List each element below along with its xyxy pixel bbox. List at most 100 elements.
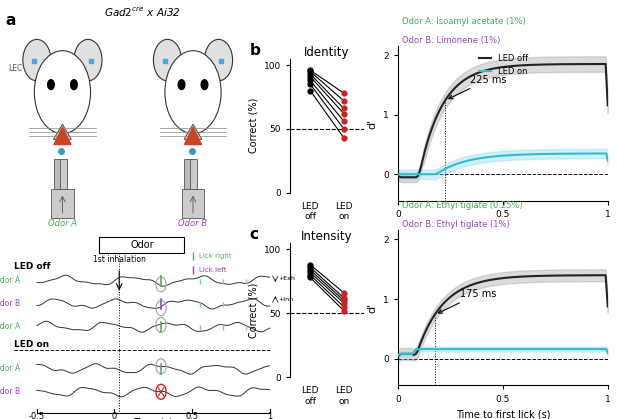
LED on: [523, 347, 531, 352]
Polygon shape: [54, 124, 72, 140]
Bar: [184, 159, 191, 189]
LED off: [394, 173, 402, 178]
LED off: [602, 273, 610, 278]
LED on: [394, 353, 402, 358]
Bar: [51, 189, 74, 218]
X-axis label: Time to first lick (s): Time to first lick (s): [455, 409, 550, 419]
Circle shape: [154, 39, 181, 81]
LED on: [603, 151, 610, 156]
Text: 0.5: 0.5: [186, 412, 199, 419]
Circle shape: [165, 51, 221, 134]
LED off: [584, 273, 592, 278]
LED on: [523, 152, 530, 157]
LED on: [519, 347, 526, 352]
LED off: [519, 274, 526, 279]
LED on: [413, 347, 420, 352]
LED off: [520, 63, 528, 68]
Text: LED on: LED on: [14, 340, 49, 349]
LED off: [602, 62, 610, 67]
Text: Odor B: Ethyl tiglate (1%): Odor B: Ethyl tiglate (1%): [402, 220, 510, 229]
Text: b: b: [249, 43, 260, 57]
LED on: [520, 347, 528, 352]
Text: Time (s): Time (s): [133, 417, 173, 419]
LED on: [604, 158, 611, 163]
Text: Odor B: Odor B: [0, 299, 20, 308]
LED on: [395, 172, 402, 177]
LED off: [519, 63, 526, 68]
Polygon shape: [184, 124, 202, 140]
Text: LED off: LED off: [14, 261, 51, 271]
LED on: [519, 152, 526, 157]
Bar: [54, 159, 61, 189]
Text: Odor A: Ethyl tiglate (0.25%): Odor A: Ethyl tiglate (0.25%): [402, 201, 523, 210]
Line: LED on: LED on: [398, 153, 608, 174]
Line: LED off: LED off: [398, 275, 608, 356]
Y-axis label: d': d': [368, 303, 378, 313]
Text: Odor A: Isoamyl acetate (1%): Odor A: Isoamyl acetate (1%): [402, 17, 526, 26]
Y-axis label: Correct (%): Correct (%): [248, 98, 258, 153]
Text: +Inh: +Inh: [278, 297, 293, 302]
Text: 0: 0: [112, 412, 117, 419]
Legend: LED off, LED on: LED off, LED on: [476, 50, 531, 79]
LED off: [571, 273, 579, 278]
Bar: [99, 237, 184, 253]
Bar: [60, 159, 67, 189]
LED on: [395, 352, 402, 357]
LED off: [572, 62, 579, 67]
Title: Identity: Identity: [304, 46, 350, 59]
Text: Odor A: Odor A: [0, 322, 20, 331]
Text: Odor B: Odor B: [0, 387, 20, 396]
Text: -0.5: -0.5: [29, 412, 45, 419]
Polygon shape: [184, 127, 202, 145]
Y-axis label: d': d': [368, 119, 378, 129]
Text: Odor B: Odor B: [178, 219, 207, 228]
Text: Odor: Odor: [130, 240, 154, 250]
Circle shape: [70, 80, 77, 90]
Text: +Exh: +Exh: [278, 276, 295, 281]
LED on: [572, 347, 579, 352]
Y-axis label: Correct (%): Correct (%): [248, 282, 258, 338]
LED on: [584, 151, 592, 156]
Circle shape: [178, 80, 185, 90]
Bar: [181, 189, 204, 218]
LED off: [604, 103, 611, 108]
Text: $Gad2^{cre}$ x Ai32: $Gad2^{cre}$ x Ai32: [104, 6, 180, 19]
LED off: [395, 173, 402, 178]
LED off: [604, 304, 611, 309]
Text: Odor A: Odor A: [0, 276, 20, 285]
LED on: [394, 172, 402, 177]
Text: LEC: LEC: [9, 64, 23, 73]
LED off: [397, 175, 405, 180]
LED on: [571, 151, 579, 156]
Text: Lick right: Lick right: [199, 253, 231, 259]
Text: Odor A: Odor A: [48, 219, 77, 228]
Line: LED off: LED off: [398, 64, 608, 177]
Polygon shape: [54, 127, 71, 145]
Circle shape: [23, 39, 51, 81]
Text: 1: 1: [267, 412, 272, 419]
Text: 1st inhalation: 1st inhalation: [93, 255, 146, 264]
LED off: [518, 274, 526, 279]
Title: Intensity: Intensity: [301, 230, 353, 243]
LED off: [394, 354, 402, 359]
Text: 175 ms: 175 ms: [438, 289, 496, 313]
Text: Odor A: Odor A: [0, 364, 20, 373]
LED off: [585, 62, 592, 67]
LED off: [523, 274, 530, 279]
Circle shape: [204, 39, 233, 81]
LED off: [523, 62, 531, 67]
Text: 225 ms: 225 ms: [449, 75, 507, 99]
Text: Lick left: Lick left: [199, 267, 226, 273]
Circle shape: [201, 80, 208, 90]
LED off: [395, 353, 402, 358]
Circle shape: [74, 39, 102, 81]
Circle shape: [48, 80, 54, 90]
LED on: [518, 152, 526, 157]
LED on: [585, 347, 592, 352]
Bar: [190, 159, 197, 189]
Text: c: c: [249, 227, 259, 242]
LED on: [604, 350, 611, 355]
Line: LED on: LED on: [398, 349, 608, 356]
Text: a: a: [6, 13, 16, 28]
Circle shape: [35, 51, 91, 134]
